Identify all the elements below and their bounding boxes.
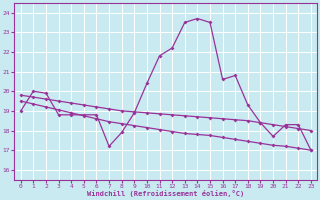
X-axis label: Windchill (Refroidissement éolien,°C): Windchill (Refroidissement éolien,°C) <box>87 190 244 197</box>
